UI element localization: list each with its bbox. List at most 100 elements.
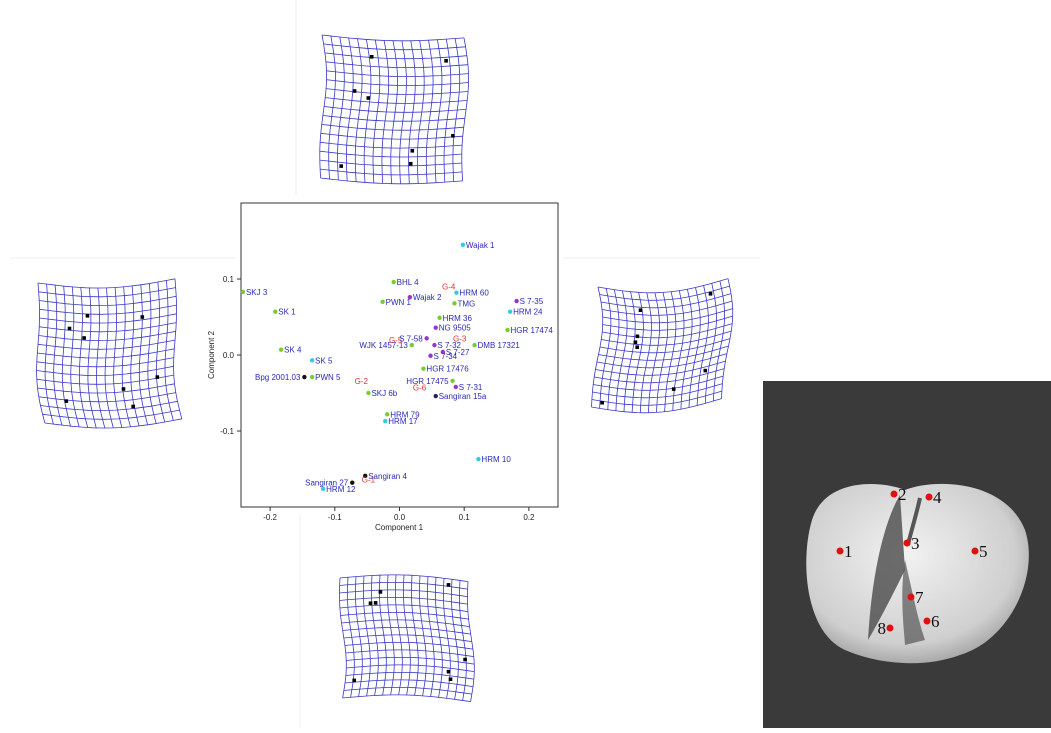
point — [433, 393, 438, 399]
landmark-dot — [121, 387, 126, 391]
grid-line — [721, 278, 734, 399]
landmark-dot — [708, 292, 713, 296]
grid-line — [713, 280, 726, 402]
grid-line — [443, 39, 452, 183]
grid-line — [346, 664, 475, 672]
grid-line — [155, 281, 166, 423]
grid-line — [591, 398, 722, 414]
grid-line — [452, 38, 461, 182]
landmark-dot — [339, 164, 343, 168]
point-label: WJK 1457-13 — [359, 341, 408, 350]
grid-line — [44, 418, 182, 429]
x-axis-label: Component 1 — [375, 523, 424, 532]
landmark-dot — [64, 399, 69, 403]
x-tick-label: 0.1 — [459, 513, 471, 522]
point — [240, 289, 246, 295]
point-label: S 7-58 — [399, 334, 423, 343]
point — [428, 353, 433, 358]
point — [409, 342, 414, 348]
grid-line — [322, 115, 465, 122]
group-label: G-6 — [413, 384, 427, 393]
point — [320, 486, 326, 491]
grid-line — [320, 177, 463, 185]
y-axis-label: Component 2 — [207, 330, 216, 379]
point — [432, 342, 437, 348]
point-label: S 7-34 — [434, 352, 458, 361]
group-label: G-5 — [389, 336, 403, 345]
point-label: Sangiran 4 — [368, 472, 407, 481]
deformation-grid — [339, 574, 475, 702]
grid-line — [113, 287, 123, 428]
grid-line — [42, 409, 180, 420]
grid-line — [596, 353, 728, 369]
landmark-dot — [140, 315, 145, 319]
point-label: PWN 1 — [386, 298, 412, 307]
point — [476, 456, 481, 462]
grid-line — [36, 374, 174, 385]
point — [302, 374, 307, 380]
point — [273, 309, 278, 314]
point-label: HGR 17475 — [406, 377, 449, 386]
x-tick-label: -0.1 — [328, 513, 342, 522]
point — [514, 298, 519, 304]
grid-line — [591, 390, 723, 406]
grid-line — [37, 278, 176, 289]
grid-line — [40, 400, 178, 411]
grid-line — [324, 106, 467, 113]
point-label: PWN 5 — [315, 373, 341, 382]
landmark-dot — [971, 547, 979, 555]
y-tick-label: -0.1 — [220, 427, 234, 436]
point — [472, 342, 477, 348]
grid-line — [593, 375, 724, 391]
point-label: HGR 17474 — [511, 326, 554, 335]
grid-line — [343, 634, 472, 642]
point — [421, 366, 426, 371]
grid-line — [147, 283, 157, 424]
x-tick-label: -0.2 — [263, 513, 277, 522]
grid-line — [399, 40, 407, 184]
point-label: SKJ 6b — [371, 389, 397, 398]
grid-line — [164, 280, 174, 421]
group-label: G-1 — [362, 476, 376, 485]
point — [433, 325, 438, 330]
grid-line — [37, 348, 175, 359]
grid-line — [320, 132, 463, 140]
grid-line — [36, 365, 174, 376]
point — [505, 327, 510, 333]
grid-line — [680, 289, 693, 410]
point — [440, 349, 446, 355]
landmark-dot — [378, 590, 383, 594]
point-label: SK 4 — [284, 346, 302, 355]
deformation-grids — [10, 0, 760, 728]
point — [383, 418, 388, 424]
grid-line — [37, 383, 175, 394]
point-label: SK 1 — [278, 308, 296, 317]
grid-line — [345, 672, 474, 680]
grid-line — [434, 39, 443, 183]
landmark-dot — [703, 368, 708, 373]
point-label: Sangiran 27 — [305, 479, 349, 488]
grid-line — [346, 657, 475, 665]
point-label: NG 9505 — [439, 324, 472, 333]
point-label: SK 5 — [315, 356, 333, 365]
point — [454, 290, 459, 295]
grid-line — [459, 580, 467, 701]
landmark-dot — [85, 314, 90, 318]
grid-line — [704, 283, 717, 404]
point — [278, 347, 284, 352]
grid-line — [461, 37, 470, 181]
landmark-label: 4 — [933, 488, 942, 507]
grid-line — [435, 577, 443, 698]
grid-line — [419, 575, 427, 696]
grid-line — [138, 284, 148, 425]
landmark-dot — [408, 161, 413, 166]
grid-line — [342, 694, 471, 702]
landmark-dot — [366, 96, 371, 100]
grid-line — [427, 576, 435, 697]
grid-line — [344, 679, 474, 687]
deformation-grid — [591, 278, 734, 414]
point — [452, 301, 457, 306]
landmark-dot — [638, 308, 643, 312]
group-label: G-2 — [355, 377, 369, 386]
landmark-dot — [155, 375, 160, 379]
